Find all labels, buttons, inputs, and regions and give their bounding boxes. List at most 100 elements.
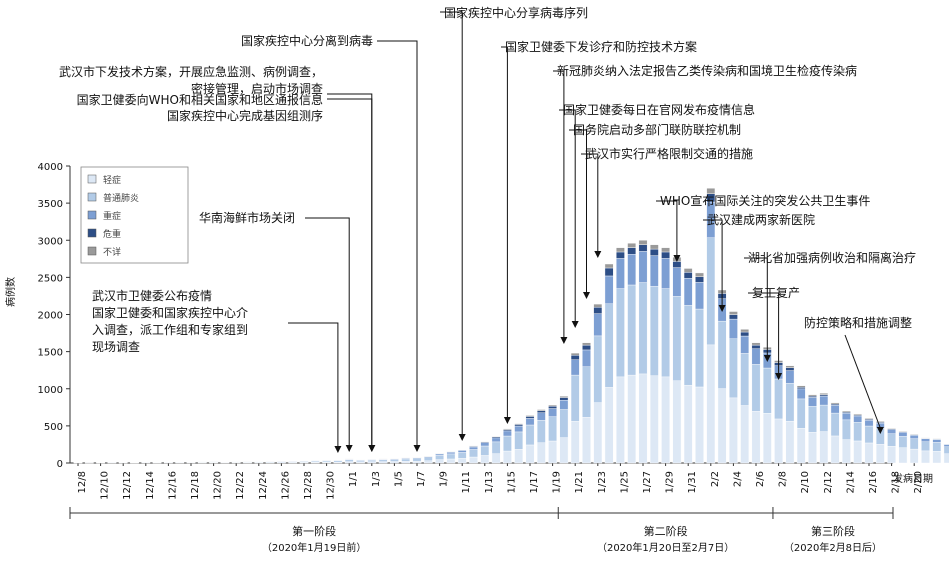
y-tick-label: 1500 — [38, 348, 63, 359]
bar-segment — [910, 435, 918, 438]
x-tick-label: 12/24 — [258, 471, 269, 500]
x-tick-label: 2/8 — [778, 471, 789, 487]
bar-segment — [899, 448, 907, 463]
bar-segment — [503, 436, 511, 451]
bar-segment — [695, 282, 703, 309]
bar-segment — [661, 258, 669, 288]
bar-segment — [752, 364, 760, 411]
y-axis-label: 病例数 — [4, 277, 17, 307]
y-tick-label: 3000 — [38, 236, 63, 247]
phase-label: 第二阶段 — [644, 524, 688, 538]
bar-segment — [548, 406, 556, 408]
bar-segment — [741, 329, 749, 332]
bar-segment — [684, 268, 692, 272]
bar-segment — [707, 238, 715, 345]
x-tick-label: 12/26 — [280, 471, 291, 500]
bar-segment — [424, 461, 432, 463]
bar-segment — [402, 461, 410, 463]
bar-segment — [628, 248, 636, 255]
bar-segment — [582, 350, 590, 367]
annotation-text: 国家卫健委下发诊疗和防控技术方案 — [505, 39, 697, 54]
bar-segment — [808, 432, 816, 463]
annotation-leader — [288, 323, 338, 447]
bar-segment — [582, 343, 590, 345]
bar-segment — [594, 307, 602, 313]
bar-segment — [831, 436, 839, 463]
bar-segment — [887, 446, 895, 463]
bar-segment — [831, 413, 839, 436]
bar-segment — [345, 460, 353, 462]
annotation-text: 新冠肺炎纳入法定报告乙类传染病和国境卫生检疫传染病 — [557, 63, 857, 78]
x-tick-label: 1/29 — [665, 471, 676, 493]
bar-segment — [503, 431, 511, 436]
bar-segment — [379, 460, 387, 462]
x-tick-label: 12/8 — [77, 471, 88, 493]
bar-segment — [628, 243, 636, 247]
bar-segment — [548, 441, 556, 463]
x-tick-label: 12/16 — [167, 471, 178, 500]
bar-segment — [560, 438, 568, 463]
bar-segment — [526, 418, 534, 425]
bar-segment — [650, 256, 658, 287]
bar-segment — [695, 277, 703, 283]
bar-segment — [345, 462, 353, 463]
annotation-text: 现场调查 — [92, 340, 140, 354]
bar-segment — [820, 395, 828, 396]
bar-segment — [831, 405, 839, 413]
bar-segment — [673, 268, 681, 297]
bar-segment — [650, 249, 658, 256]
x-tick-label: 1/1 — [348, 471, 359, 487]
bar-segment — [899, 432, 907, 436]
bar-segment — [605, 387, 613, 463]
annotation-arrowhead — [368, 445, 375, 452]
bar-segment — [368, 460, 376, 462]
annotation-arrowhead — [334, 446, 341, 453]
bar-segment — [560, 410, 568, 438]
bar-segment — [605, 264, 613, 268]
bar-segment — [797, 386, 805, 388]
bar-segment — [842, 440, 850, 463]
x-tick-label: 12/12 — [122, 471, 133, 500]
bar-segment — [933, 442, 941, 451]
bar-segment — [537, 411, 545, 413]
x-tick-label: 2/12 — [823, 471, 834, 493]
y-tick-label: 0 — [57, 459, 63, 470]
x-tick-label: 1/27 — [642, 471, 653, 493]
x-tick-label: 12/28 — [303, 471, 314, 500]
bar-segment — [661, 289, 669, 377]
bar-segment — [808, 406, 816, 432]
bar-segment — [673, 261, 681, 267]
x-tick-label: 12/10 — [100, 471, 111, 500]
bar-segment — [435, 460, 443, 463]
bar-segment — [458, 458, 466, 463]
annotation-text: 武汉建成两家新医院 — [707, 212, 815, 227]
bar-segment — [469, 457, 477, 463]
bar-segment — [865, 420, 873, 426]
annotation-text: 防控策略和措施调整 — [804, 315, 912, 330]
bar-segment — [481, 455, 489, 463]
annotation-text: 国家疾控中心分享病毒序列 — [444, 5, 588, 20]
bar-segment — [887, 434, 895, 447]
annotation-leader — [559, 110, 575, 322]
annotation-text: 湖北省加强病例收治和隔离治疗 — [748, 250, 916, 265]
annotation-arrowhead — [594, 251, 601, 258]
annotation-arrowhead — [583, 292, 590, 299]
bar-segment — [752, 343, 760, 345]
bar-segment — [729, 319, 737, 339]
annotation-text: 国家卫健委和国家疾控中心介 — [92, 305, 248, 320]
bar-segment — [503, 451, 511, 463]
annotation-text: 国家卫健委向WHO和相关国家和地区通报信息 — [77, 92, 323, 107]
bar-segment — [684, 278, 692, 305]
bar-segment — [786, 368, 794, 371]
bar-segment — [684, 385, 692, 463]
bar-segment — [582, 417, 590, 463]
bar-segment — [910, 434, 918, 435]
bar-segment — [707, 188, 715, 193]
x-tick-label: 1/23 — [597, 471, 608, 493]
bar-segment — [447, 459, 455, 463]
bar-segment — [887, 429, 895, 433]
bar-segment — [481, 446, 489, 455]
bar-segment — [684, 305, 692, 385]
bar-segment — [820, 396, 828, 405]
bar-segment — [526, 445, 534, 463]
